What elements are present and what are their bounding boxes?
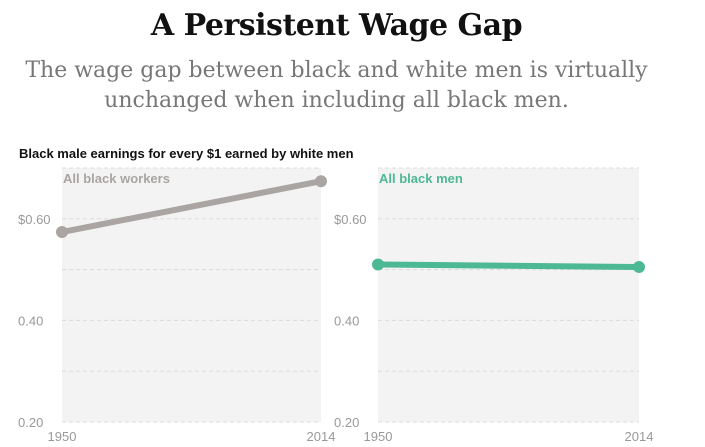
y-tick-label: $0.60 (334, 212, 367, 227)
x-tick-label: 2014 (307, 429, 336, 444)
plot-area-2 (378, 168, 639, 422)
y-tick-label: 0.20 (334, 415, 359, 430)
x-tick-label: 1950 (48, 429, 77, 444)
subtitle-line-1: The wage gap between black and white men… (25, 58, 648, 83)
data-point (633, 261, 645, 274)
page-title: A Persistent Wage Gap (150, 8, 523, 43)
data-point (315, 175, 327, 188)
series-label: All black workers (63, 171, 170, 186)
series-label: All black men (379, 171, 463, 186)
series-line (59, 178, 324, 236)
plot-area-1 (62, 168, 321, 422)
y-tick-label: 0.20 (18, 415, 43, 430)
y-tick-label: $0.60 (18, 212, 51, 227)
data-point (372, 258, 384, 271)
y-tick-label: 0.40 (334, 313, 359, 328)
x-tick-label: 2014 (625, 429, 654, 444)
series-line (375, 261, 642, 271)
subtitle-line-2: unchanged when including all black men. (104, 88, 569, 113)
data-point (56, 226, 68, 239)
y-tick-label: 0.40 (18, 313, 43, 328)
x-tick-label: 1950 (364, 429, 393, 444)
page-subtitle: The wage gap between black and white men… (0, 56, 673, 116)
chart-label: Black male earnings for every $1 earned … (19, 146, 354, 161)
